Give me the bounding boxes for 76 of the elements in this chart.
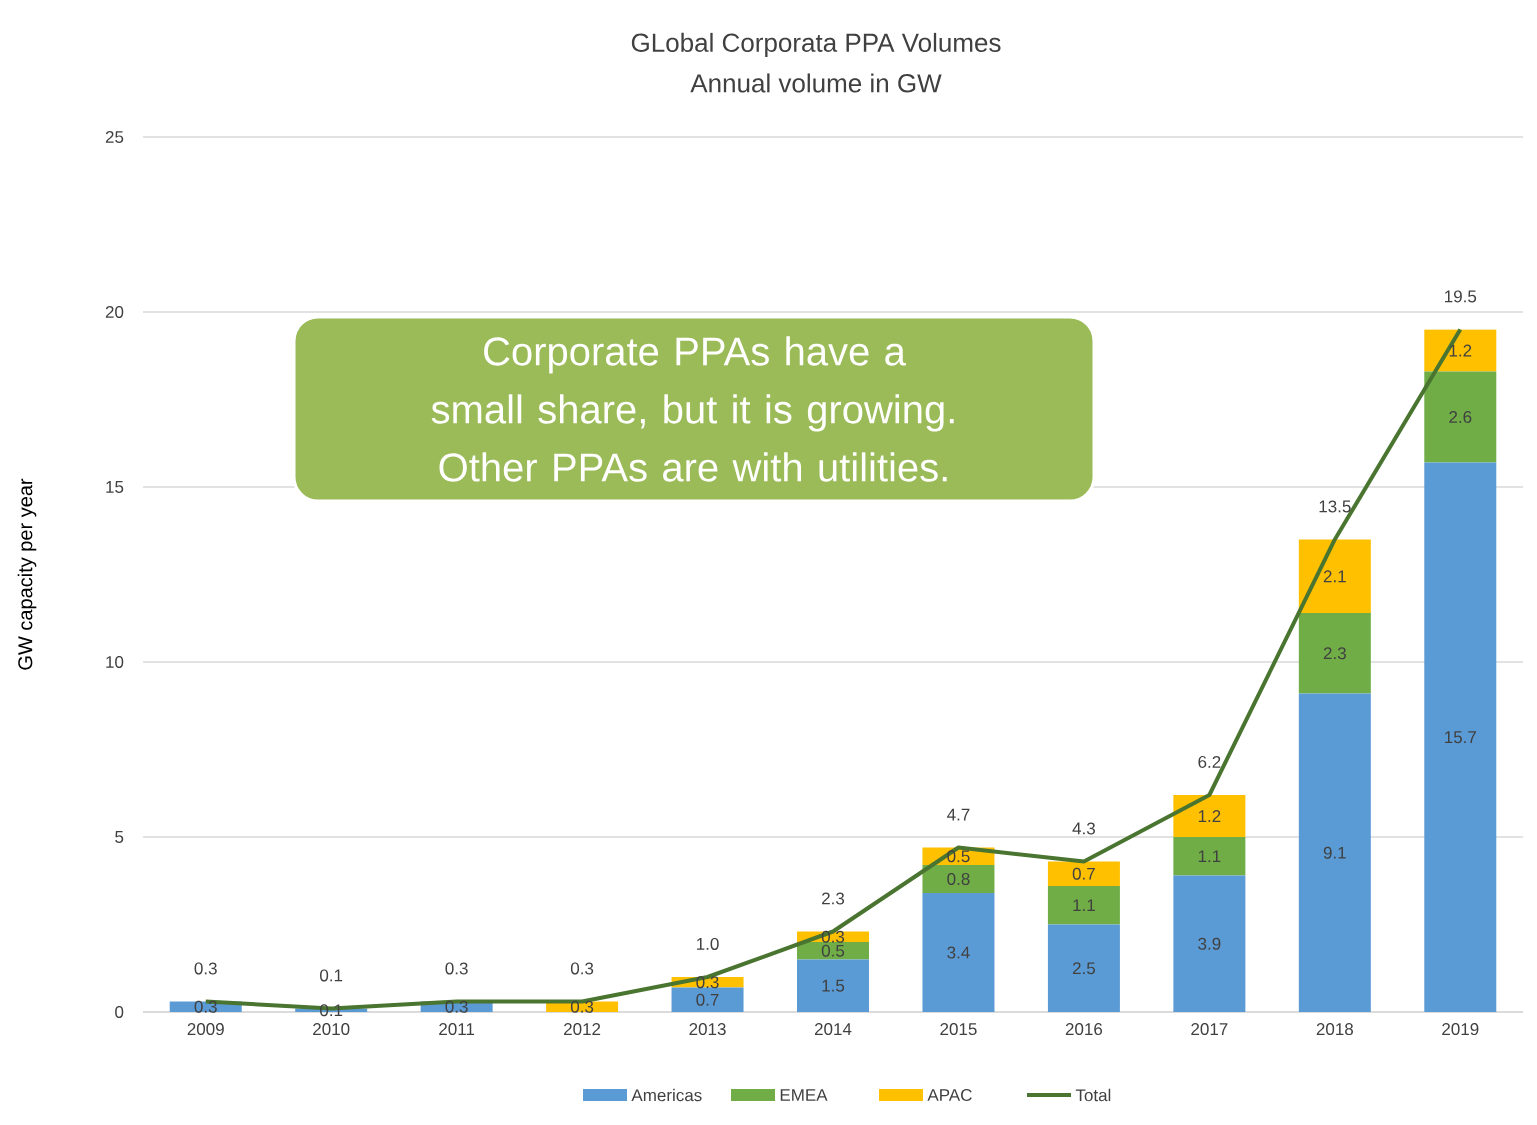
data-label: 0.5 (947, 850, 970, 863)
legend-label: EMEA (780, 1089, 828, 1101)
bar (1298, 539, 1371, 613)
bar (922, 864, 995, 893)
bar (797, 959, 870, 1012)
data-label: 0.7 (1072, 867, 1095, 880)
bar (1047, 886, 1120, 925)
data-label: 1.0 (697, 937, 719, 950)
data-label: 3.4 (947, 946, 970, 959)
x-tick-label: 2010 (313, 1023, 350, 1036)
data-label: 3.9 (1198, 937, 1221, 950)
data-label: 15.7 (1445, 731, 1476, 744)
data-label: 0.3 (570, 1000, 594, 1013)
bar (1424, 329, 1497, 372)
data-label: 2.3 (822, 892, 845, 905)
data-label: 0.3 (445, 1000, 468, 1013)
bar (1298, 612, 1371, 694)
x-tick-label: 2019 (1442, 1023, 1479, 1036)
y-tick-label: 15 (106, 481, 124, 493)
data-label: 0.1 (320, 969, 343, 982)
data-label: 1.2 (1449, 344, 1472, 357)
legend-label: Total (1075, 1088, 1111, 1102)
bar (1424, 462, 1497, 1012)
data-label: 0.8 (947, 872, 970, 886)
data-label: 9.1 (1323, 846, 1346, 859)
bar (671, 987, 744, 1012)
x-tick-label: 2009 (187, 1023, 224, 1036)
bar (922, 893, 995, 1012)
y-tick-label: 25 (105, 130, 124, 143)
bar (1047, 924, 1120, 1012)
data-label: 0.3 (194, 1000, 217, 1013)
data-label: 0.1 (320, 1004, 343, 1017)
y-tick-label: 20 (105, 305, 124, 318)
x-tick-label: 2012 (564, 1023, 601, 1036)
data-label: 19.5 (1445, 290, 1477, 303)
data-label: 1.2 (1198, 810, 1221, 822)
legend-label: Americas (631, 1088, 702, 1102)
data-label: 2.3 (1323, 647, 1346, 660)
data-label: 1.1 (1198, 850, 1221, 863)
data-label: 0.3 (570, 962, 594, 975)
data-label: 1.1 (1073, 899, 1095, 912)
bar (1298, 693, 1371, 1012)
data-label: 2.1 (1323, 570, 1346, 583)
data-label: 2.6 (1449, 410, 1472, 423)
x-tick-label: 2011 (439, 1023, 475, 1036)
x-tick-label: 2013 (689, 1023, 726, 1036)
bar (1173, 837, 1246, 876)
legend-label: APAC (927, 1088, 972, 1102)
data-label: 0.5 (821, 944, 845, 957)
data-label: 4.7 (947, 808, 970, 821)
annotation: Corporate PPAs have a small share, but it is growing. Other PPAs are with utilities. (431, 336, 954, 482)
data-label: 1.5 (822, 979, 845, 992)
data-label: 0.3 (445, 962, 468, 975)
x-tick-label: 2014 (814, 1023, 852, 1036)
data-label: 0.3 (696, 976, 719, 989)
data-label: 0.3 (821, 930, 845, 943)
data-label: 4.3 (1072, 822, 1095, 835)
bar (1047, 861, 1120, 886)
x-tick-label: 2015 (940, 1023, 977, 1036)
x-tick-label: 2017 (1191, 1023, 1228, 1036)
y-tick-label: 10 (106, 655, 124, 668)
data-label: 0.3 (194, 962, 217, 975)
chart-subtitle: Annual volume in GW (690, 73, 942, 93)
x-tick-label: 2016 (1065, 1023, 1103, 1036)
bar (1173, 875, 1246, 1012)
x-tick-label: 2018 (1316, 1023, 1353, 1036)
data-label: 6.2 (1198, 755, 1221, 768)
chart-title: GLobal Corporata PPA Volumes (631, 32, 1001, 58)
y-tick-label: 0 (115, 1005, 124, 1019)
data-label: 0.7 (696, 993, 719, 1006)
y-tick-label: 5 (115, 831, 124, 843)
bar (1424, 371, 1497, 463)
bar (1173, 795, 1246, 837)
y-axis-title: GW capacity per year (17, 478, 37, 670)
data-label: 2.5 (1072, 962, 1096, 975)
data-label: 13.5 (1319, 500, 1351, 513)
